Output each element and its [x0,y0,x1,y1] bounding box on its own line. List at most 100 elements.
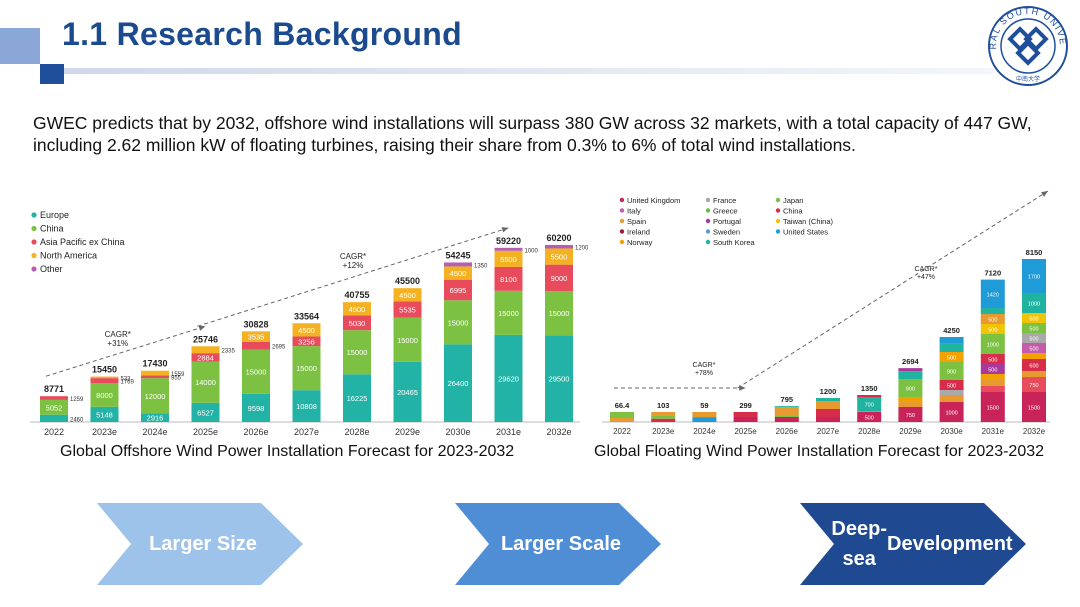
bar-segment-north-america [141,370,169,376]
bar-segment [939,395,964,402]
bar-segment-europe [40,414,68,422]
bar-segment-asia-pacific-ex-china [191,353,220,362]
bar-value-label: 20465 [397,388,418,397]
bar-segment [1022,313,1046,323]
bar-segment-asia-pacific-ex-china [343,315,371,331]
bar-segment [733,412,758,417]
bar-segment [939,380,964,390]
bar-segment [898,397,923,402]
bar-total-label: 40755 [344,290,369,300]
offshore-wind-chart-svg: Europe China Asia Pacific ex China North Am… [30,210,588,437]
university-seal-icon: CENTRAL SOUTH UNIVERSITY 中南大学 [980,0,1068,86]
bar-segment-china [141,378,169,414]
bar-value-label: 1769 [121,380,135,386]
bar-segment [816,417,840,422]
offshore-wind-chart: Europe China Asia Pacific ex China North Am… [20,189,588,441]
bar-value-label: 500 [988,358,997,364]
bar-total-label: 54245 [445,250,470,260]
bar-segment [1022,259,1046,293]
bar-value-label: 1259 [70,397,84,403]
bar-value-label: 1420 [987,292,999,298]
bar-segment-europe [141,413,169,422]
bar-value-label: 500 [1029,317,1038,323]
bar-segment [939,337,964,344]
bar-total-label: 30828 [243,319,268,329]
bar-value-label: 8100 [500,275,517,284]
legend-swatch-south-korea [705,239,711,245]
arrow-shape [800,503,1026,585]
bar-segment [939,390,964,395]
bar-segment [939,343,964,352]
x-tick-label: 2031e [982,427,1005,436]
cagr-arrowhead [501,227,509,233]
bar-segment [898,402,923,407]
bar-value-label: 1000 [987,343,999,349]
bar-value-label: 6527 [197,408,214,417]
bar-segment-north-america [545,248,573,265]
bar-segment [774,415,799,417]
bar-segment-china [90,383,119,407]
x-tick-label: 2025e [193,427,218,437]
legend-label: United Kingdom [627,196,680,205]
x-tick-label: 2024e [693,427,716,436]
legend-label: North America [40,251,97,261]
offshore-chart-caption: Global Offshore Wind Power Installation … [60,443,515,460]
bar-value-label: 600 [1029,364,1038,370]
bar-segment [610,412,634,419]
bar-segment-asia-pacific-ex-china [292,336,321,347]
x-tick-label: 2028e [344,427,369,437]
bar-total-label: 17430 [142,359,167,369]
bar-value-label: 15000 [498,309,519,318]
bar-total-label: 2694 [902,357,920,366]
bar-value-label: 500 [1029,347,1038,353]
bar-segment [774,406,799,408]
legend-label: United States [783,228,828,237]
bar-total-label: 60200 [546,233,571,243]
cagr-annotation: CAGR* +12% [340,252,366,270]
bar-segment [816,409,840,417]
bar-value-label: 4500 [450,269,467,278]
bar-value-label: 500 [947,384,956,390]
arrow-shape [455,503,661,585]
bar-value-label: 9598 [248,404,265,413]
bar-segment [857,411,882,412]
bar-segment [898,379,923,397]
bar-segment-north-america [444,266,472,280]
cagr-annotation: CAGR* +47% [915,266,938,281]
legend-swatch-china [31,225,37,232]
floating-chart-caption: Global Floating Wind Power Installation … [594,443,1045,460]
bar-segment [980,374,1005,380]
bar-value-label: 1500 [1028,406,1040,412]
x-tick-label: 2028e [858,427,881,436]
bar-value-label: 500 [1029,327,1038,333]
bar-segment [692,412,717,418]
bar-segment-other [545,244,573,249]
bar-segment [1022,293,1046,313]
bar-segment [733,416,758,422]
bar-segment-asia-pacific-ex-china [242,341,270,350]
legend-swatch-ireland [619,229,625,234]
bar-value-label: 26400 [448,379,469,388]
bar-segment-asia-pacific-ex-china [141,375,169,379]
bar-value-label: 10808 [296,402,317,411]
bar-segment [939,352,964,362]
x-tick-label: 2025e [734,427,757,436]
legend-swatch-united-states [775,229,781,234]
bar-segment [857,395,882,397]
bar-segment-china [545,291,573,336]
bar-segment-china [292,346,321,391]
arrow-larger-scale: Larger Scale [455,503,661,585]
arrow-label-larger-size: Larger Size [149,533,257,555]
bar-value-label: 15000 [549,309,570,318]
x-tick-label: 2029e [899,427,922,436]
arrow-label-deep-sea: Deep-sea Development [831,503,1012,585]
legend-swatch-china [775,208,781,213]
bar-segment [898,407,923,422]
legend-swatch-japan [775,197,781,203]
legend-swatch-spain [619,218,625,224]
bar-total-label: 1350 [861,384,878,393]
legend-label: Ireland [627,228,650,237]
bar-value-label: 15000 [448,318,469,327]
svg-text:中南大学: 中南大学 [1016,75,1040,83]
bar-segment [980,314,1005,324]
